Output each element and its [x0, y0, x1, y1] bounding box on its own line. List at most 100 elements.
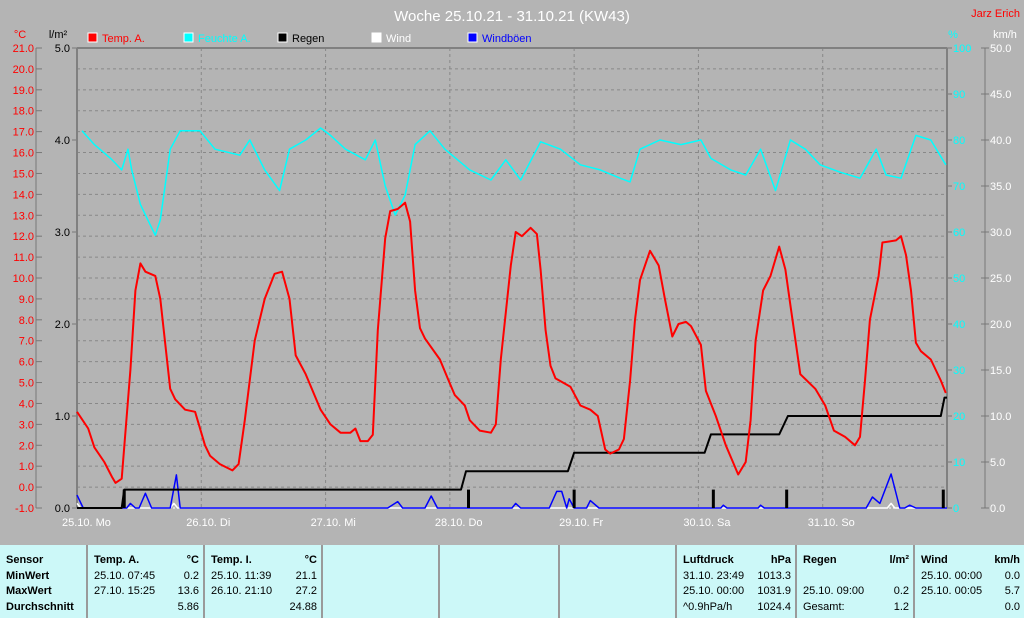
stats-col-rain: Regen l/m² 25.10. 09:00 0.2 Gesamt: 1.2 [797, 545, 915, 618]
legend-label: Temp. A. [102, 33, 145, 45]
temp-tick-label: 5.0 [19, 378, 34, 390]
pressure-max-time: 25.10. 00:00 [683, 585, 745, 597]
temp-a-unit: °C [186, 554, 199, 566]
legend-swatch [467, 32, 478, 43]
wind-tick-label: 35.0 [990, 181, 1011, 193]
temp-tick-label: 8.0 [19, 315, 34, 327]
pressure-min-time: 31.10. 23:49 [683, 569, 745, 582]
stats-col-empty-3 [560, 545, 677, 618]
temp-tick-label: 17.0 [13, 127, 34, 139]
stats-col-wind: Wind km/h 25.10. 00:00 0.0 25.10. 00:05 5.7… [915, 545, 1024, 618]
temp-i-avg: 24.88 [289, 600, 317, 613]
rain-tick-label: 2.0 [55, 319, 70, 331]
humidity-tick-label: 10 [953, 457, 965, 469]
pressure-avg: 1024.4 [757, 600, 791, 613]
day-label: 26.10. Di [186, 517, 230, 529]
temp-tick-label: -1.0 [15, 503, 34, 515]
pressure-header: Luftdruck [683, 554, 734, 566]
rain-total: 1.2 [893, 600, 909, 613]
wind-tick-label: 5.0 [990, 457, 1005, 469]
temp-i-max: 27.2 [295, 585, 317, 597]
temp-tick-label: 9.0 [19, 294, 34, 306]
pressure-trend: ^0.9hPa/h [683, 600, 733, 613]
chart-title: Woche 25.10.21 - 31.10.21 (KW43) [394, 8, 630, 25]
temp-tick-label: 13.0 [13, 210, 34, 222]
grid [77, 48, 947, 508]
humidity-tick-label: 100 [953, 43, 971, 55]
weather-chart: Woche 25.10.21 - 31.10.21 (KW43) Jarz Er… [13, 8, 1020, 529]
wind-unit: km/h [994, 554, 1020, 566]
rain-tick-label: 0.0 [55, 503, 70, 515]
wind-tick-label: 25.0 [990, 273, 1011, 285]
pressure-unit: hPa [770, 554, 791, 566]
temp-i-unit: °C [304, 554, 317, 566]
temp-tick-label: 18.0 [13, 106, 34, 118]
rain-header: Regen [803, 554, 837, 566]
rain-unit: l/m² [889, 554, 909, 566]
wind-axis-unit: km/h [993, 29, 1017, 41]
temp-tick-label: 4.0 [19, 398, 34, 410]
temp-tick-label: 16.0 [13, 148, 34, 160]
wind-tick-label: 0.0 [990, 503, 1005, 515]
wind-avg: 0.0 [1004, 600, 1020, 613]
regen-line [77, 396, 947, 509]
axes: -1.0 0.0 1.0 2.0 3.0 4.0 5.0 6.0 7.0 8.0 9.0 10.0 11… [13, 43, 1012, 529]
day-label: 28.10. Do [435, 517, 483, 529]
day-label: 27.10. Mi [311, 517, 356, 529]
rain-max: 0.2 [893, 585, 909, 597]
day-label: 29.10. Fr [559, 517, 603, 529]
stats-col-temp-a: Temp. A. °C 25.10. 07:45 0.2 27.10. 15:25 1… [88, 545, 205, 618]
rain-total-label: Gesamt: [803, 600, 845, 613]
legend-swatch [87, 32, 98, 43]
wind-tick-label: 50.0 [990, 43, 1011, 55]
legend: Temp. A. Feuchte A. Regen Wind Windböen [87, 32, 532, 45]
legend-label: Feuchte A. [198, 33, 251, 45]
humidity-tick-label: 20 [953, 411, 965, 423]
pressure-min: 1013.3 [757, 569, 791, 582]
wind-tick-label: 45.0 [990, 89, 1011, 101]
temp-tick-label: 14.0 [13, 189, 34, 201]
stats-col-sensor: Sensor MinWert MaxWert Durchschnitt [0, 545, 88, 618]
rain-tick-label: 3.0 [55, 227, 70, 239]
wind-tick-label: 10.0 [990, 411, 1011, 423]
humidity-tick-label: 30 [953, 365, 965, 377]
humidity-tick-label: 80 [953, 135, 965, 147]
temp-tick-label: 2.0 [19, 440, 34, 452]
stats-col-empty-2 [440, 545, 560, 618]
temp-i-header: Temp. I. [211, 554, 252, 566]
rain-tick-label: 4.0 [55, 135, 70, 147]
stats-col-temp-i: Temp. I. °C 25.10. 11:39 21.1 26.10. 21:10… [205, 545, 323, 618]
rain-axis-unit: l/m² [49, 29, 68, 41]
min-label: MinWert [6, 569, 50, 582]
humidity-axis-unit: % [948, 29, 958, 41]
legend-swatch [371, 32, 382, 43]
temp-axis-unit: °C [14, 29, 26, 41]
temp-a-max: 13.6 [177, 585, 199, 597]
legend-label: Windböen [482, 33, 532, 45]
avg-label: Durchschnitt [6, 600, 74, 613]
temp-tick-label: 12.0 [13, 231, 34, 243]
series-layer [76, 127, 947, 509]
rain-max-time: 25.10. 09:00 [803, 585, 865, 597]
temp-tick-label: 6.0 [19, 357, 34, 369]
wind-tick-label: 20.0 [990, 319, 1011, 331]
temp-tick-label: 20.0 [13, 64, 34, 76]
temp-a-line [76, 201, 947, 484]
wind-max-time: 25.10. 00:05 [921, 585, 983, 597]
wind-tick-label: 15.0 [990, 365, 1011, 377]
temp-tick-label: 0.0 [19, 482, 34, 494]
humidity-tick-label: 0 [953, 503, 959, 515]
sensor-header: Sensor [6, 554, 44, 566]
pressure-max: 1031.9 [757, 585, 791, 597]
stats-col-empty-1 [323, 545, 440, 618]
legend-swatch [277, 32, 288, 43]
wind-tick-label: 30.0 [990, 227, 1011, 239]
feuchte-a-line [81, 127, 947, 236]
legend-label: Wind [386, 33, 411, 45]
stats-col-pressure: Luftdruck hPa 31.10. 23:49 1013.3 25.10. 0… [677, 545, 797, 618]
temp-i-min-time: 25.10. 11:39 [211, 569, 272, 582]
statistics-table: Sensor MinWert MaxWert Durchschnitt Temp… [0, 545, 1024, 618]
humidity-tick-label: 90 [953, 89, 965, 101]
temp-tick-label: 15.0 [13, 168, 34, 180]
temp-tick-label: 7.0 [19, 336, 34, 348]
